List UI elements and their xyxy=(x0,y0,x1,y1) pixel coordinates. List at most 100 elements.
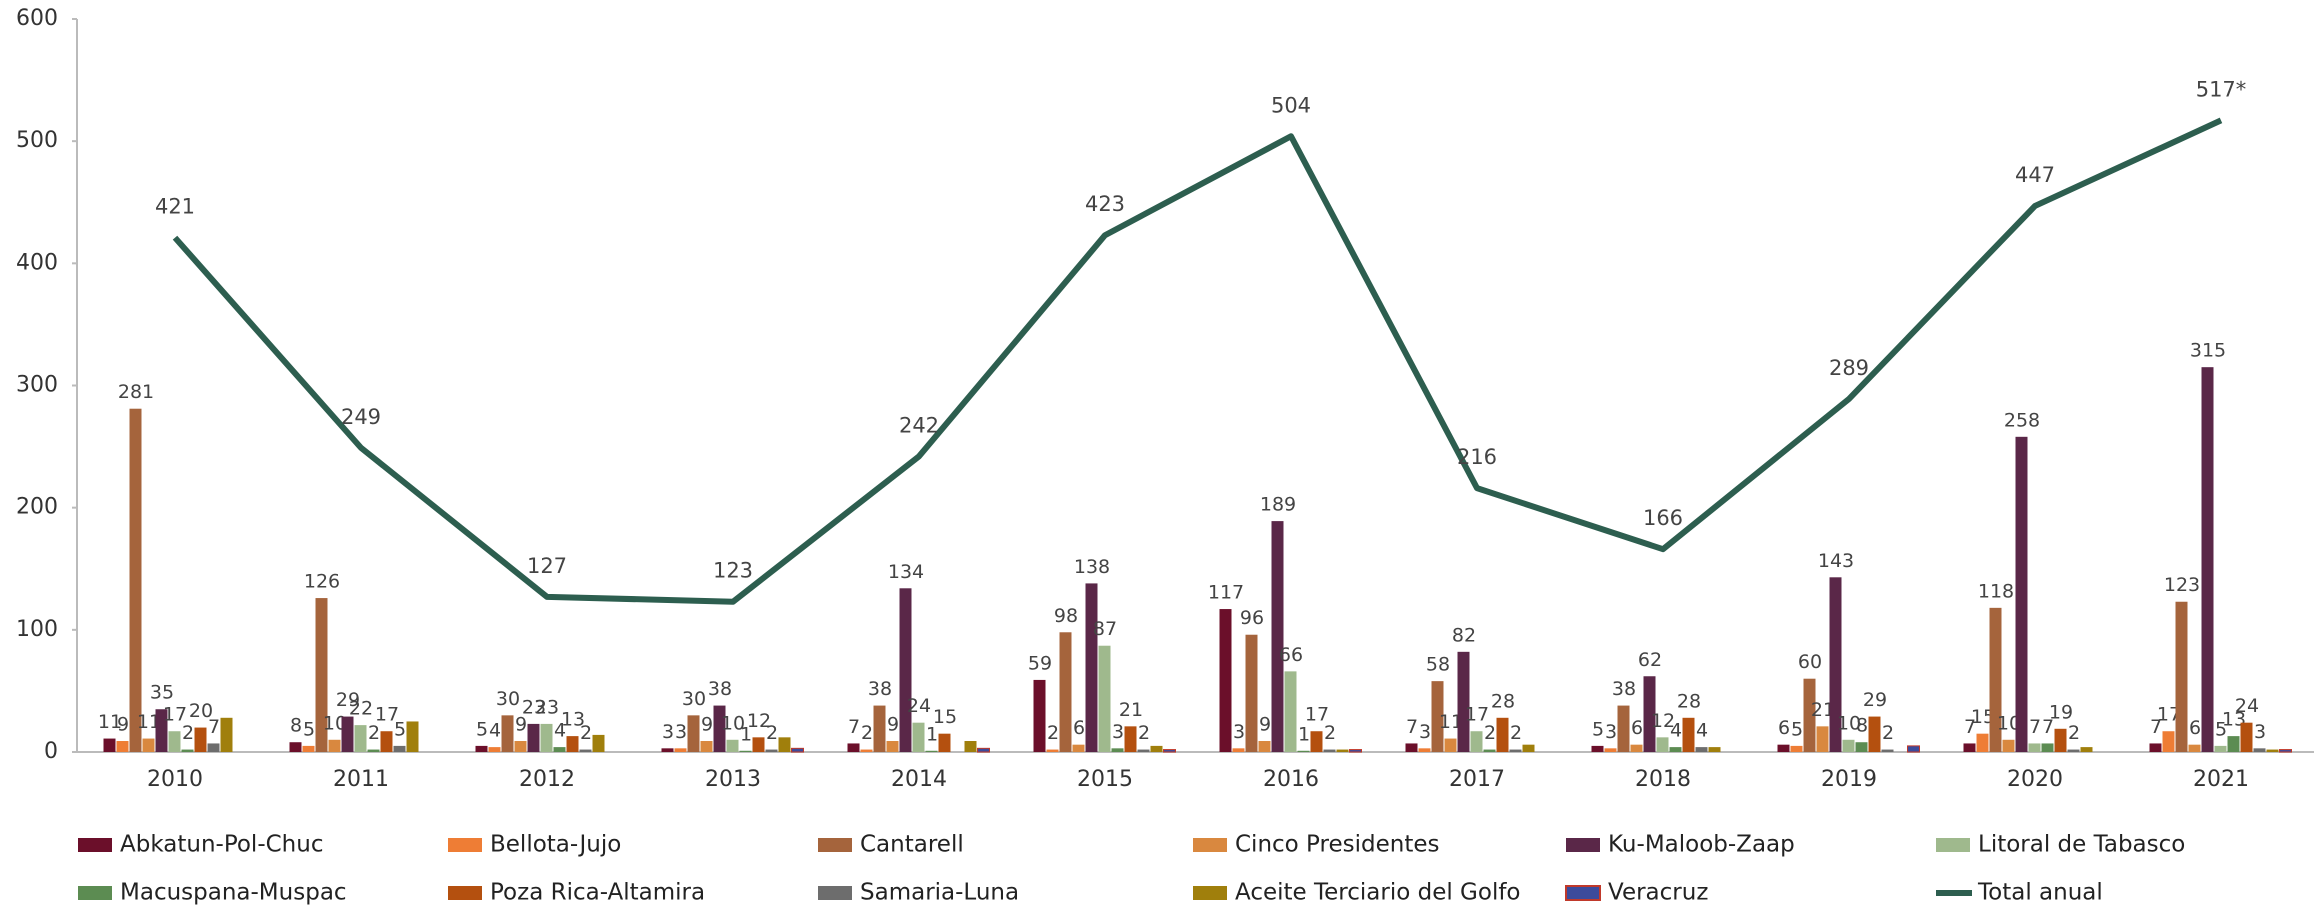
bar-label: 3 xyxy=(662,721,674,743)
line-label: 123 xyxy=(713,559,753,583)
bar xyxy=(2201,367,2214,752)
bar-label: 17 xyxy=(1465,704,1489,726)
bar-label: 5 xyxy=(1791,718,1803,740)
bar xyxy=(1336,749,1349,752)
bar xyxy=(1444,738,1457,752)
bar-label: 4 xyxy=(554,720,566,742)
x-tick-label: 2016 xyxy=(1263,767,1319,792)
bar-label: 2 xyxy=(1510,722,1522,744)
bar xyxy=(1150,745,1163,752)
bar-label: 126 xyxy=(304,571,340,593)
line-label: 423 xyxy=(1085,192,1125,216)
bar xyxy=(2227,736,2240,752)
bar xyxy=(142,738,155,752)
legend-swatch xyxy=(78,838,112,852)
line-label: 166 xyxy=(1643,506,1683,530)
bar xyxy=(1431,681,1444,752)
bar-label: 38 xyxy=(868,678,892,700)
legend-swatch xyxy=(818,886,852,900)
bar xyxy=(977,747,990,753)
bar-label: 2 xyxy=(1882,722,1894,744)
bar-label: 13 xyxy=(2222,709,2246,731)
bar-label: 22 xyxy=(349,698,373,720)
bar-label: 7 xyxy=(2150,716,2162,738)
legend-label: Cinco Presidentes xyxy=(1235,832,1439,858)
y-tick-label: 500 xyxy=(16,128,58,153)
bar-label: 7 xyxy=(1964,716,1976,738)
bar xyxy=(2149,743,2162,752)
bar-label: 17 xyxy=(2157,704,2181,726)
y-tick-label: 200 xyxy=(16,495,58,520)
bar xyxy=(566,736,579,752)
bar xyxy=(1669,747,1682,752)
bar-label: 66 xyxy=(1279,644,1303,666)
bar xyxy=(1777,744,1790,752)
bar-label: 17 xyxy=(375,704,399,726)
bar xyxy=(847,743,860,752)
legend-swatch xyxy=(448,886,482,900)
bar-label: 87 xyxy=(1093,618,1117,640)
bar xyxy=(1046,749,1059,752)
bar xyxy=(289,742,302,752)
y-tick-label: 400 xyxy=(16,250,58,275)
x-tick-label: 2015 xyxy=(1077,767,1133,792)
bar-label: 7 xyxy=(1406,716,1418,738)
bar xyxy=(1111,748,1124,752)
bar xyxy=(1059,632,1072,752)
bar xyxy=(2266,749,2279,752)
bar xyxy=(925,750,938,752)
legend-label: Cantarell xyxy=(860,832,964,858)
legend-swatch xyxy=(818,838,852,852)
bar xyxy=(886,741,899,752)
legend-label: Total anual xyxy=(1977,880,2103,906)
bar xyxy=(1033,679,1046,752)
bar-label: 9 xyxy=(887,714,899,736)
bar-label: 29 xyxy=(336,689,360,711)
bar xyxy=(1098,645,1111,752)
bar xyxy=(1790,745,1803,752)
bar-label: 21 xyxy=(1811,699,1835,721)
x-tick-label: 2020 xyxy=(2007,767,2063,792)
bar-label: 24 xyxy=(2235,695,2259,717)
bar xyxy=(1483,749,1496,752)
bar xyxy=(514,741,527,752)
bar xyxy=(2162,731,2175,752)
bar-label: 2 xyxy=(1138,722,1150,744)
bar-label: 10 xyxy=(1837,712,1861,734)
bar-label: 5 xyxy=(394,718,406,740)
y-tick-label: 600 xyxy=(16,6,58,31)
legend-swatch xyxy=(1566,838,1600,852)
bar xyxy=(527,723,540,752)
bar-label: 4 xyxy=(489,720,501,742)
legend-label: Bellota-Jujo xyxy=(490,832,621,858)
bar xyxy=(1284,671,1297,752)
bar xyxy=(1682,717,1695,752)
bar xyxy=(129,408,142,752)
bar xyxy=(1708,747,1721,752)
bar xyxy=(778,737,791,752)
bar xyxy=(2214,745,2227,752)
bar-label: 15 xyxy=(1971,706,1995,728)
bar-label: 59 xyxy=(1028,652,1052,674)
x-tick-label: 2012 xyxy=(519,767,575,792)
bar xyxy=(1976,733,1989,752)
bar-label: 98 xyxy=(1054,605,1078,627)
bar xyxy=(1470,731,1483,752)
legend-swatch xyxy=(1193,838,1227,852)
bar-label: 28 xyxy=(1677,690,1701,712)
bar-label: 19 xyxy=(2049,701,2073,723)
bar-label: 10 xyxy=(721,712,745,734)
bar xyxy=(2080,747,2093,752)
bar xyxy=(302,745,315,752)
bar-label: 21 xyxy=(1119,699,1143,721)
bar xyxy=(1816,726,1829,752)
bar-label: 35 xyxy=(150,682,174,704)
bar xyxy=(220,717,233,752)
bar-label: 5 xyxy=(1592,718,1604,740)
bar xyxy=(406,721,419,752)
bar xyxy=(2253,748,2266,752)
y-tick-label: 300 xyxy=(16,373,58,398)
bar-label: 189 xyxy=(1260,494,1296,516)
bar-label: 12 xyxy=(1651,710,1675,732)
bar xyxy=(168,731,181,752)
